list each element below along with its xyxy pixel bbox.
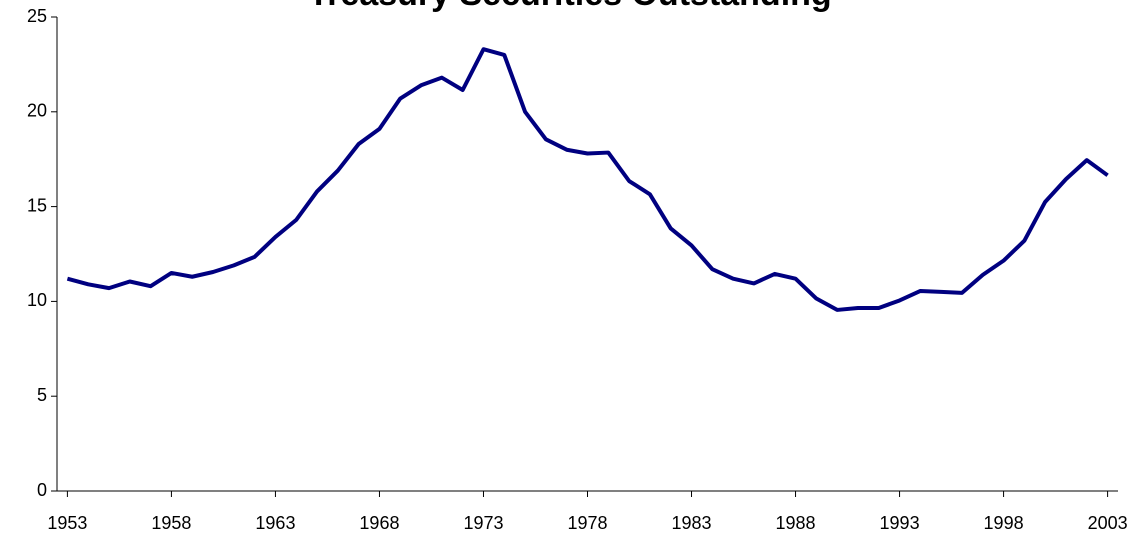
x-tick-label: 1963 <box>255 513 295 533</box>
y-tick-label: 10 <box>27 290 47 310</box>
x-tick-label: 1953 <box>47 513 87 533</box>
x-tick-label: 1978 <box>567 513 607 533</box>
x-tick-label: 1988 <box>776 513 816 533</box>
x-tick-label: 2003 <box>1088 513 1128 533</box>
y-tick-label: 20 <box>27 101 47 121</box>
chart-title: Treasury Securities Outstanding <box>308 0 831 13</box>
y-tick-label: 5 <box>37 385 47 405</box>
y-tick-label: 0 <box>37 480 47 500</box>
y-tick-label: 15 <box>27 195 47 215</box>
x-tick-label: 1973 <box>463 513 503 533</box>
x-tick-label: 1983 <box>671 513 711 533</box>
x-tick-label: 1993 <box>880 513 920 533</box>
x-tick-label: 1998 <box>984 513 1024 533</box>
y-tick-label: 25 <box>27 6 47 26</box>
x-tick-label: 1958 <box>151 513 191 533</box>
x-tick-label: 1968 <box>359 513 399 533</box>
line-series <box>66 47 1109 312</box>
